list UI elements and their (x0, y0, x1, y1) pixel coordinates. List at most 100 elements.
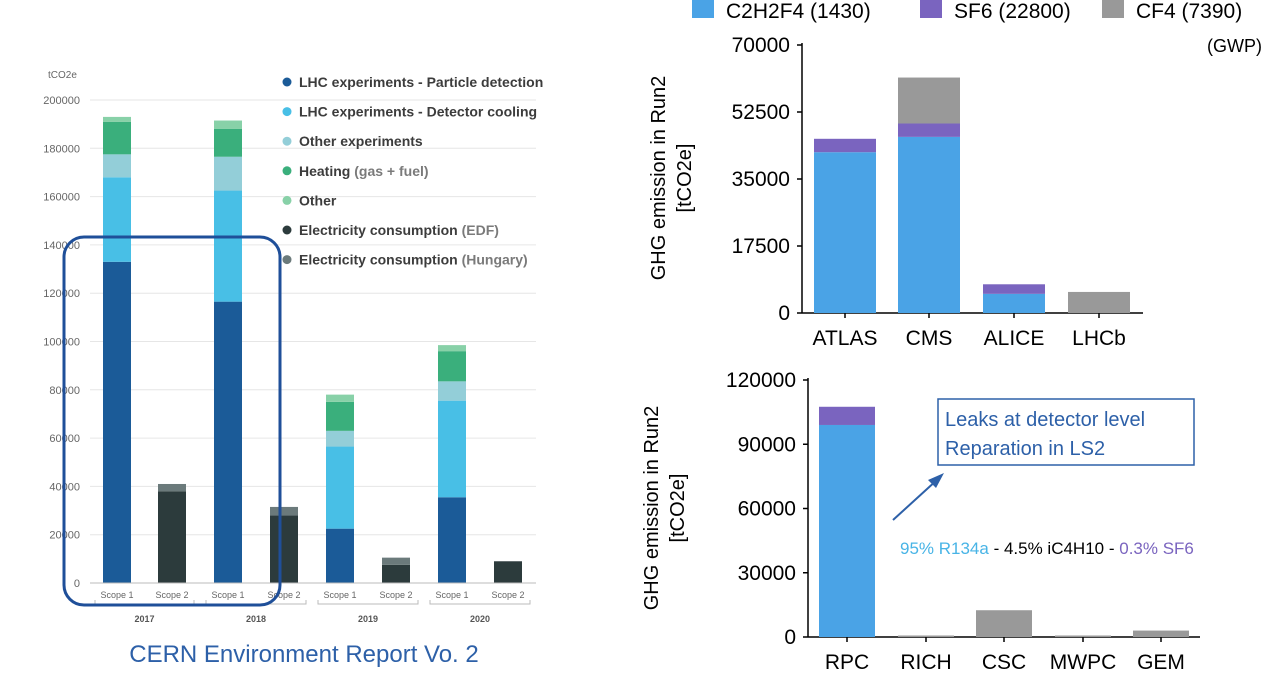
left-x-category-label: Scope 1 (435, 590, 468, 600)
x-category-label: ATLAS (813, 327, 878, 350)
x-category-label: GEM (1137, 651, 1185, 673)
bar-segment (898, 123, 960, 137)
left-group-bracket (205, 600, 307, 605)
x-category-label: LHCb (1072, 327, 1126, 350)
bar-segment (814, 152, 876, 313)
left-bar-segment (214, 156, 242, 191)
bar-segment (1068, 291, 1130, 313)
left-bar-segment (438, 351, 466, 382)
gas-legend-label: CF4 (7390) (1136, 0, 1242, 23)
left-x-category-label: Scope 1 (323, 590, 356, 600)
gas-legend-swatch (1102, 0, 1124, 18)
left-y-tick-label: 120000 (43, 288, 80, 300)
left-y-unit: tCO2e (48, 70, 77, 81)
left-group-label: 2019 (358, 614, 378, 624)
gas-legend-label: SF6 (22800) (954, 0, 1071, 23)
y-tick-label: 17500 (732, 235, 790, 258)
annotation-line1: Leaks at detector level (945, 409, 1145, 431)
annotation-arrow-head (928, 473, 944, 488)
left-bar-segment (103, 121, 131, 155)
x-category-label: RICH (900, 651, 951, 673)
left-bar-segment (326, 446, 354, 529)
tr-bars (814, 77, 1130, 313)
left-legend-item: Other experiments (299, 133, 423, 149)
y-tick-label: 70000 (732, 34, 790, 57)
left-bar-segment (270, 506, 298, 516)
left-legend-swatch (282, 255, 292, 265)
x-category-label: RPC (825, 651, 869, 673)
left-axis: 0200004000060000800001000001200001400001… (43, 95, 536, 624)
x-category-label: ALICE (984, 327, 1045, 350)
left-bar-segment (103, 177, 131, 262)
left-legend-swatch (282, 166, 292, 176)
y-tick-label: 0 (778, 302, 790, 325)
left-bar-segment (326, 528, 354, 583)
bar-segment (898, 635, 954, 638)
y-tick-label: 52500 (732, 101, 790, 124)
left-bar-segment (214, 301, 242, 583)
gas-legend-swatch (692, 0, 714, 18)
bar-segment (976, 610, 1032, 637)
x-category-label: CSC (982, 651, 1026, 673)
left-bar-segment (103, 116, 131, 122)
left-legend-swatch (282, 225, 292, 235)
y-tick-label: 90000 (738, 433, 796, 456)
left-bar-segment (270, 515, 298, 583)
y-tick-label: 60000 (738, 498, 796, 521)
left-bar-segment (214, 190, 242, 302)
left-group-label: 2018 (246, 614, 266, 624)
bar-segment (819, 406, 875, 425)
left-legend-label-bold: Other experiments (299, 133, 423, 149)
left-legend-swatch (282, 107, 292, 117)
left-y-tick-label: 100000 (43, 337, 80, 349)
left-legend-label-note: (EDF) (458, 222, 499, 238)
y-tick-label: 0 (784, 626, 796, 649)
left-x-category-label: Scope 2 (155, 590, 188, 600)
left-group-bracket (429, 600, 531, 605)
annotation-arrow-line (892, 478, 939, 521)
tr-ylabel-line2: [tCO2e] (674, 144, 696, 213)
highlight-box (62, 235, 282, 607)
tr-axis: 0 17500 35000 52500 70000 ATLAS CMS ALICE LHCb (732, 34, 1143, 350)
left-group-label: 2017 (134, 614, 154, 624)
left-legend-item: Heating (gas + fuel) (299, 163, 429, 179)
bar-segment (1133, 630, 1189, 637)
y-tick-label: 35000 (732, 168, 790, 191)
gwp-note: (GWP) (1207, 36, 1262, 56)
x-category-label: CMS (906, 327, 953, 350)
left-legend-swatch (282, 77, 292, 87)
left-group-bracket (94, 600, 195, 605)
left-legend: LHC experiments - Particle detection LHC … (282, 74, 543, 268)
left-y-tick-label: 160000 (43, 192, 80, 204)
bar-segment (983, 284, 1045, 294)
y-tick-label: 30000 (738, 562, 796, 585)
br-bars (819, 406, 1189, 638)
bar-segment (819, 424, 875, 637)
left-legend-item: Electricity consumption (Hungary) (299, 252, 528, 268)
left-x-category-label: Scope 2 (267, 590, 300, 600)
left-bar-segment (103, 261, 131, 583)
left-group-label: 2020 (470, 614, 490, 624)
left-legend-label-note: (gas + fuel) (350, 163, 428, 179)
br-ylabel-line2: [tCO2e] (667, 474, 689, 543)
tr-ylabel-line1: GHG emission in Run2 (648, 76, 670, 281)
left-bar-segment (326, 401, 354, 431)
left-bar-segment (214, 120, 242, 129)
left-bar-segment (438, 400, 466, 498)
left-bar-segment (438, 381, 466, 401)
left-y-tick-label: 180000 (43, 143, 80, 155)
left-bar-segment (438, 345, 466, 352)
gas-legend-swatch (920, 0, 942, 18)
left-legend-label-bold: Electricity consumption (299, 252, 458, 268)
left-bar-segment (158, 491, 186, 583)
left-y-tick-label: 140000 (43, 240, 80, 252)
mix-note-r134a: 95% R134a (900, 539, 989, 558)
left-bar-segment (438, 497, 466, 583)
cern-emissions-chart: 0200004000060000800001000001200001400001… (43, 70, 543, 668)
left-x-category-label: Scope 1 (211, 590, 244, 600)
bar-segment (898, 77, 960, 124)
annotation-box (937, 398, 1195, 466)
left-bar-segment (494, 561, 522, 583)
left-legend-label-bold: Heating (299, 163, 350, 179)
